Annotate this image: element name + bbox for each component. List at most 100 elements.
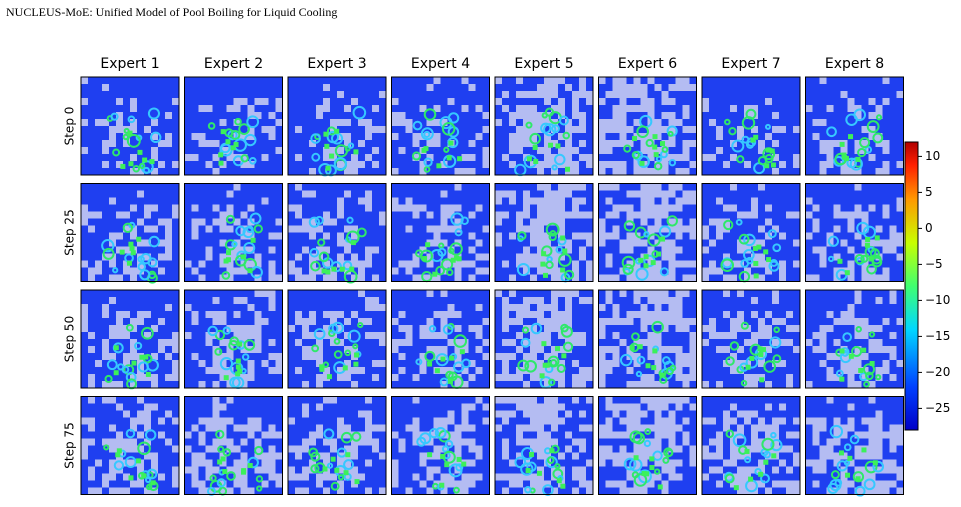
vapor-blob bbox=[555, 245, 564, 254]
patch bbox=[158, 417, 165, 425]
patch bbox=[805, 211, 813, 219]
patch bbox=[165, 246, 172, 254]
patch bbox=[833, 431, 841, 439]
patch bbox=[572, 466, 579, 474]
patch bbox=[544, 91, 551, 98]
patch bbox=[433, 239, 441, 247]
vapor-core bbox=[526, 156, 532, 162]
patch bbox=[758, 318, 765, 325]
patch bbox=[365, 246, 372, 254]
patch bbox=[412, 473, 420, 481]
patch bbox=[81, 77, 88, 84]
patch bbox=[716, 147, 723, 154]
patch bbox=[730, 274, 737, 282]
expert-panel bbox=[701, 396, 801, 495]
patch bbox=[812, 431, 820, 439]
patch bbox=[751, 297, 758, 304]
patch bbox=[779, 318, 786, 325]
vapor-core bbox=[323, 131, 329, 137]
patch bbox=[854, 367, 862, 374]
patch bbox=[523, 311, 530, 318]
patch bbox=[737, 325, 744, 332]
patch bbox=[654, 190, 662, 198]
patch bbox=[675, 346, 683, 353]
patch bbox=[819, 346, 827, 353]
patch bbox=[433, 445, 441, 453]
vapor-blob bbox=[441, 122, 456, 136]
patch bbox=[233, 466, 241, 474]
patch bbox=[805, 105, 813, 112]
patch bbox=[605, 183, 613, 191]
patch bbox=[495, 473, 502, 481]
patch bbox=[468, 325, 476, 332]
patch bbox=[302, 346, 309, 353]
patch bbox=[165, 239, 172, 247]
patch bbox=[330, 396, 337, 404]
patch bbox=[88, 438, 95, 446]
patch bbox=[454, 360, 462, 367]
patch bbox=[509, 112, 516, 119]
vapor-core bbox=[753, 273, 759, 279]
vapor-core bbox=[425, 242, 431, 248]
patch bbox=[454, 267, 462, 275]
patch bbox=[675, 304, 683, 311]
patch bbox=[337, 367, 344, 374]
vapor-blob bbox=[629, 430, 643, 444]
patch bbox=[351, 438, 358, 446]
patch bbox=[482, 339, 490, 346]
vapor-core bbox=[113, 370, 119, 376]
vapor-blob bbox=[447, 112, 460, 124]
patch bbox=[130, 232, 137, 240]
patch bbox=[275, 274, 283, 282]
patch bbox=[323, 246, 330, 254]
patch bbox=[523, 403, 530, 411]
vapor-core bbox=[652, 134, 658, 140]
patch bbox=[896, 253, 904, 261]
patch bbox=[868, 480, 876, 488]
vapor-core bbox=[763, 459, 769, 465]
patch bbox=[261, 360, 269, 367]
patch bbox=[605, 119, 613, 126]
vapor-blob bbox=[772, 243, 782, 253]
patch bbox=[158, 346, 165, 353]
patch bbox=[633, 77, 641, 84]
vapor-blob bbox=[343, 459, 354, 470]
patch bbox=[626, 140, 634, 147]
patch bbox=[626, 105, 634, 112]
patch bbox=[172, 417, 179, 425]
patch bbox=[233, 119, 241, 126]
patch bbox=[88, 267, 95, 275]
patch bbox=[172, 466, 179, 474]
patch bbox=[219, 438, 227, 446]
patch bbox=[744, 105, 751, 112]
patch bbox=[819, 260, 827, 268]
patch bbox=[640, 147, 648, 154]
patch bbox=[226, 105, 234, 112]
patch bbox=[123, 246, 130, 254]
patch bbox=[261, 98, 269, 105]
vapor-blob bbox=[767, 229, 777, 239]
patch bbox=[184, 154, 192, 161]
patch bbox=[812, 480, 820, 488]
patch bbox=[689, 339, 697, 346]
vapor-blob bbox=[103, 444, 110, 451]
vapor-blob bbox=[843, 443, 852, 452]
patch bbox=[668, 396, 676, 404]
patch bbox=[219, 417, 227, 425]
patch bbox=[344, 161, 351, 168]
vapor-core bbox=[150, 480, 156, 486]
patch bbox=[661, 325, 669, 332]
patch bbox=[226, 190, 234, 198]
patch bbox=[454, 218, 462, 226]
patch bbox=[544, 267, 551, 275]
patch bbox=[868, 445, 876, 453]
patch bbox=[640, 290, 648, 297]
patch bbox=[819, 161, 827, 168]
patch bbox=[516, 480, 523, 488]
patch bbox=[661, 318, 669, 325]
panel-frame bbox=[287, 183, 387, 282]
patch bbox=[454, 260, 462, 268]
patch bbox=[109, 473, 116, 481]
patch bbox=[523, 473, 530, 481]
patch bbox=[640, 84, 648, 91]
